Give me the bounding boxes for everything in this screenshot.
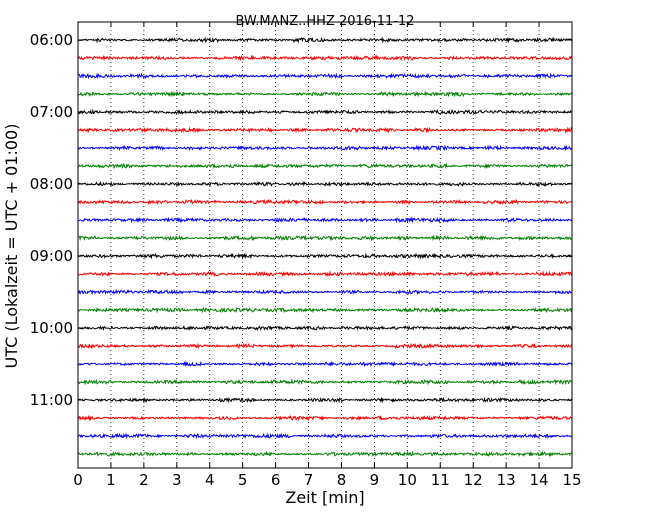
seismic-trace <box>77 180 573 188</box>
x-tick-label: 14 <box>530 471 549 489</box>
x-tick-label: 2 <box>139 471 149 489</box>
x-tick-label: 12 <box>464 471 483 489</box>
seismic-trace <box>77 72 573 80</box>
seismic-trace <box>77 108 573 115</box>
seismic-trace <box>77 252 573 260</box>
x-tick-label: 13 <box>497 471 516 489</box>
seismic-trace <box>77 270 573 278</box>
y-axis-label: UTC (Lokalzeit = UTC + 01:00) <box>2 124 21 369</box>
x-tick-label: 4 <box>205 471 215 489</box>
seismic-trace <box>77 360 573 368</box>
seismic-trace <box>77 216 573 224</box>
y-tick-label: 10:00 <box>30 319 73 337</box>
seismic-trace <box>77 126 573 134</box>
seismic-trace <box>77 234 573 242</box>
y-tick-label: 07:00 <box>30 103 73 121</box>
x-tick-label: 6 <box>271 471 281 489</box>
y-tick-label: 09:00 <box>30 247 73 265</box>
seismic-trace <box>77 432 573 440</box>
seismic-trace <box>77 144 573 152</box>
seismic-trace <box>77 378 573 386</box>
plot-frame <box>77 21 573 469</box>
x-tick-label: 10 <box>398 471 417 489</box>
y-tick-label: 11:00 <box>30 391 73 409</box>
x-tick-label: 15 <box>562 471 581 489</box>
y-axis: 06:00 07:00 08:00 09:00 10:00 11:00 <box>30 31 572 409</box>
seismic-traces <box>77 36 573 457</box>
grid-lines <box>110 22 540 468</box>
x-tick-label: 5 <box>238 471 248 489</box>
seismic-trace <box>77 54 573 62</box>
seismic-trace <box>77 396 573 404</box>
seismic-trace <box>77 342 573 350</box>
seismic-trace <box>77 306 573 314</box>
seismic-trace <box>77 450 573 457</box>
x-tick-label: 1 <box>106 471 116 489</box>
x-tick-label: 7 <box>304 471 314 489</box>
x-tick-label: 0 <box>73 471 83 489</box>
seismic-trace <box>77 198 573 206</box>
x-tick-label: 9 <box>370 471 380 489</box>
x-tick-label: 8 <box>337 471 347 489</box>
seismic-trace <box>77 36 573 44</box>
y-tick-label: 06:00 <box>30 31 73 49</box>
y-tick-label: 08:00 <box>30 175 73 193</box>
x-tick-label: 11 <box>431 471 450 489</box>
x-tick-label: 3 <box>172 471 182 489</box>
x-axis-label: Zeit [min] <box>285 488 364 507</box>
seismic-trace <box>77 90 573 98</box>
seismic-trace <box>77 414 573 422</box>
seismic-trace <box>77 162 573 170</box>
x-axis: 0 1 2 3 4 5 6 7 8 9 10 11 12 13 14 15 <box>73 22 582 489</box>
seismic-trace <box>77 324 573 332</box>
seismic-trace <box>77 288 573 296</box>
